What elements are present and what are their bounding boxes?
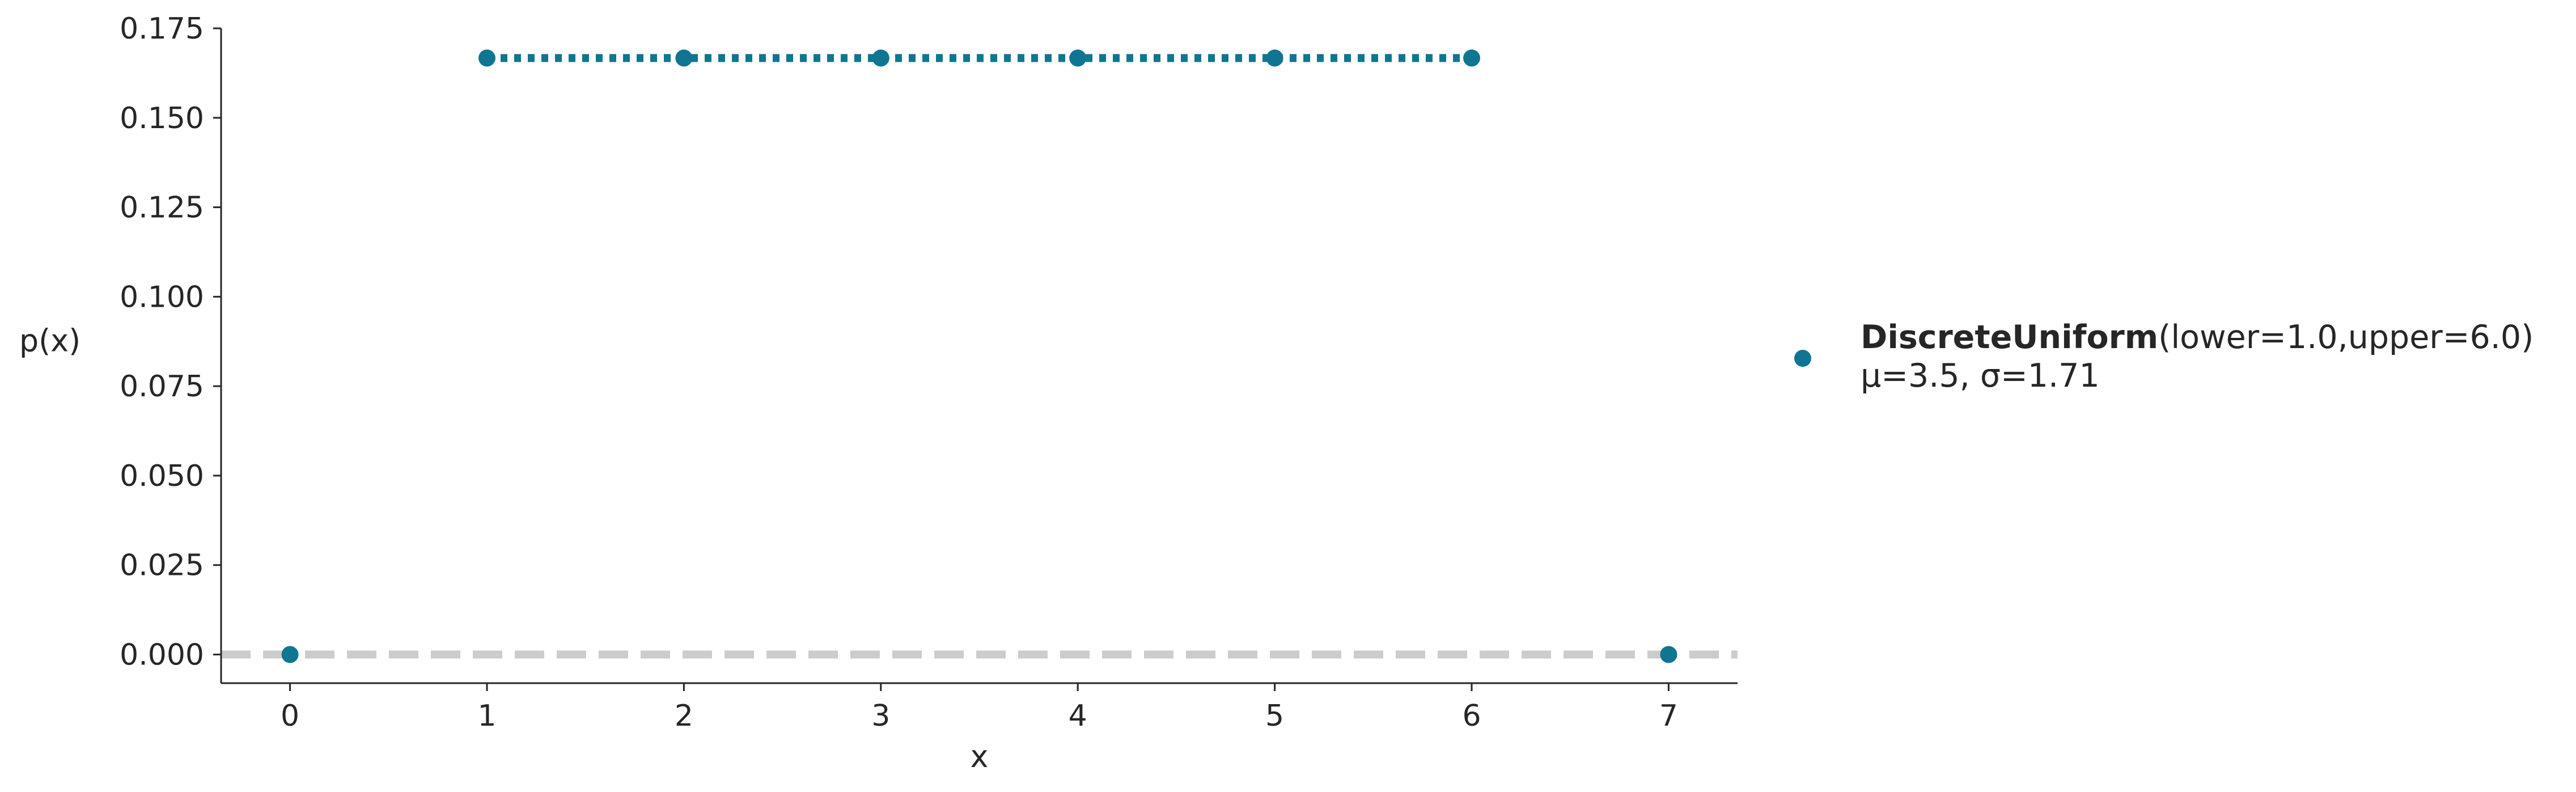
y-tick-label: 0.000 [120,638,204,672]
y-tick-label: 0.025 [120,549,204,583]
legend-marker [1794,350,1811,367]
x-tick-label: 2 [675,699,693,733]
data-point [281,646,299,663]
x-tick-label: 0 [281,699,299,733]
x-tick-label: 6 [1462,699,1481,733]
data-point [1069,49,1087,67]
legend-distribution-name: DiscreteUniform [1861,319,2158,356]
y-tick-label: 0.075 [120,370,204,404]
x-axis-ticks: 0 1 2 3 4 5 6 7 [281,683,1678,733]
data-point [1660,646,1677,663]
data-point [1266,49,1283,67]
data-point [1463,49,1481,67]
y-tick-label: 0.050 [120,459,204,493]
y-tick-label: 0.100 [120,280,204,314]
legend: DiscreteUniform(lower=1.0,upper=6.0) μ=3… [1794,319,2533,395]
x-tick-label: 7 [1659,699,1678,733]
legend-distribution-params: (lower=1.0,upper=6.0) [2158,319,2533,356]
data-point [872,49,889,67]
legend-title: DiscreteUniform(lower=1.0,upper=6.0) [1861,319,2533,356]
legend-stats: μ=3.5, σ=1.71 [1861,357,2100,395]
y-axis-label: p(x) [19,323,80,359]
y-axis-ticks: 0.000 0.025 0.050 0.075 0.100 0.125 0.150 0.175 [120,12,221,672]
x-tick-label: 5 [1265,699,1284,733]
y-tick-label: 0.150 [120,101,204,135]
y-tick-label: 0.175 [120,12,204,46]
data-point [675,49,693,67]
data-point [478,49,495,67]
x-axis-label: x [971,739,989,774]
y-tick-label: 0.125 [120,191,204,225]
x-tick-label: 3 [871,699,890,733]
x-tick-label: 1 [477,699,496,733]
data-points [281,49,1677,663]
x-tick-label: 4 [1069,699,1087,733]
